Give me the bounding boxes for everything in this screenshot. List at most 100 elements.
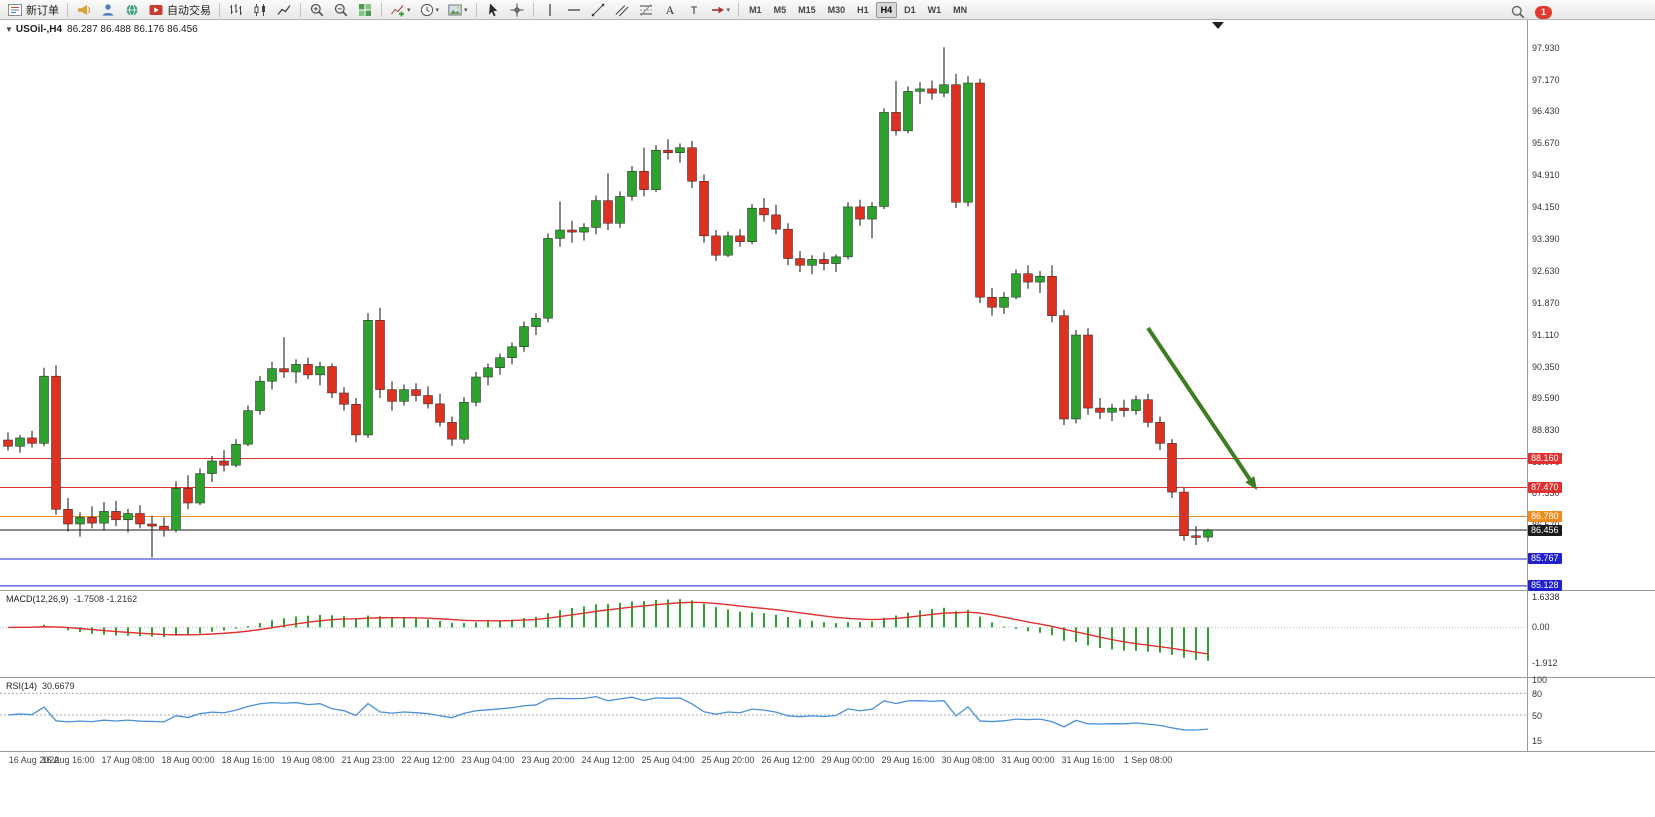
timeframe-w1-button[interactable]: W1 bbox=[927, 4, 942, 15]
periods-button[interactable]: ▾ bbox=[416, 0, 443, 20]
price-axis-label: 91.870 bbox=[1532, 297, 1560, 308]
auto-trading-button[interactable]: 自动交易 bbox=[145, 0, 214, 20]
symbol-period-label: USOil-,H4 bbox=[15, 24, 63, 35]
time-axis-label: 25 Aug 04:00 bbox=[641, 755, 695, 765]
profile-button[interactable] bbox=[97, 0, 119, 20]
candle-body bbox=[1143, 399, 1153, 423]
new-order-button[interactable]: 新订单 bbox=[4, 0, 62, 20]
price-axis-label: 87.330 bbox=[1532, 488, 1560, 499]
candle-body bbox=[135, 513, 145, 525]
candle-body bbox=[579, 227, 589, 233]
chart-title: ▼ USOil-,H4 86.287 86.488 86.176 86.456 bbox=[5, 24, 198, 35]
line-chart-button[interactable] bbox=[273, 0, 295, 20]
candle-body bbox=[1179, 491, 1189, 537]
rsi-axis-label: 50 bbox=[1532, 711, 1543, 721]
search-button[interactable] bbox=[1507, 2, 1529, 22]
timeframe-h1-button[interactable]: H1 bbox=[857, 4, 869, 15]
globe-icon bbox=[124, 2, 140, 18]
candle-body bbox=[195, 473, 205, 504]
candle-body bbox=[1095, 407, 1105, 413]
candle-body bbox=[747, 207, 757, 243]
templates-button[interactable]: ▾ bbox=[444, 0, 471, 20]
timeframe-m5-button[interactable]: M5 bbox=[773, 4, 787, 15]
trendline-button[interactable] bbox=[587, 0, 609, 20]
line-chart-icon bbox=[276, 2, 292, 18]
candle-body bbox=[315, 366, 325, 376]
indicators-button[interactable]: ▾ bbox=[387, 0, 414, 20]
candle-body bbox=[267, 368, 277, 382]
zoom-in-button[interactable] bbox=[306, 0, 328, 20]
time-axis-label: 26 Aug 12:00 bbox=[761, 755, 815, 765]
candle-body bbox=[87, 517, 97, 524]
timeframe-m1-button[interactable]: M1 bbox=[749, 4, 762, 15]
timeframe-m15-button[interactable]: M15 bbox=[798, 4, 816, 15]
candle-body bbox=[687, 147, 697, 182]
cursor-icon bbox=[485, 2, 501, 18]
candle-body bbox=[639, 170, 649, 190]
candle-body bbox=[459, 401, 469, 440]
macd-signal-line bbox=[7, 601, 1209, 655]
candle-body bbox=[1083, 334, 1093, 409]
timeframe-mn-button[interactable]: MN bbox=[953, 4, 968, 15]
time-axis-label: 25 Aug 20:00 bbox=[701, 755, 755, 765]
trend-arrow-annotation[interactable] bbox=[1146, 326, 1252, 481]
candle-body bbox=[1155, 422, 1165, 444]
time-axis-label: 31 Aug 00:00 bbox=[1001, 755, 1055, 765]
timeframe-d1-button[interactable]: D1 bbox=[904, 4, 916, 15]
community-button[interactable] bbox=[121, 0, 143, 20]
candle-body bbox=[999, 296, 1009, 308]
market-watch-button[interactable] bbox=[73, 0, 95, 20]
candle-body bbox=[447, 422, 457, 440]
macd-name: MACD(12,26,9) bbox=[6, 594, 69, 604]
person-icon bbox=[100, 2, 116, 18]
candle-body bbox=[759, 207, 769, 216]
candle-body bbox=[219, 460, 229, 466]
arrows-button[interactable]: ▾ bbox=[707, 0, 734, 20]
candle-body bbox=[807, 259, 817, 266]
bar-chart-button[interactable] bbox=[225, 0, 247, 20]
equidistant-channel-button[interactable] bbox=[611, 0, 633, 20]
cursor-button[interactable] bbox=[482, 0, 504, 20]
tile-windows-button[interactable] bbox=[354, 0, 376, 20]
rsi-axis-label: 100 bbox=[1532, 675, 1548, 685]
label-button[interactable]: T bbox=[683, 0, 705, 20]
price-tag: 86.456 bbox=[1528, 524, 1562, 536]
candle-body bbox=[963, 82, 973, 203]
text-button[interactable]: A bbox=[659, 0, 681, 20]
timeframe-h4-button[interactable]: H4 bbox=[875, 1, 898, 18]
toolbar-separator bbox=[219, 2, 220, 17]
chart-collapse-icon[interactable]: ▼ bbox=[5, 25, 13, 34]
price-axis-label: 94.910 bbox=[1532, 169, 1560, 180]
vertical-line-button[interactable] bbox=[539, 0, 561, 20]
candle-body bbox=[903, 91, 913, 132]
price-tag: 86.780 bbox=[1528, 510, 1562, 522]
zoom-out-button[interactable] bbox=[330, 0, 352, 20]
candle-body bbox=[783, 228, 793, 259]
candle-body bbox=[1047, 275, 1057, 316]
candle-body bbox=[543, 238, 553, 319]
dropdown-caret-icon: ▾ bbox=[726, 6, 731, 14]
candle-body bbox=[495, 357, 505, 369]
horizontal-line-button[interactable] bbox=[563, 0, 585, 20]
candle-body bbox=[843, 206, 853, 258]
fibonacci-button[interactable] bbox=[635, 0, 657, 20]
candle-body bbox=[147, 523, 157, 527]
timeframe-m30-button[interactable]: M30 bbox=[827, 4, 846, 15]
candle-body bbox=[351, 404, 361, 436]
price-axis-label: 97.930 bbox=[1532, 43, 1560, 54]
template-icon bbox=[447, 2, 463, 18]
price-tag: 85.128 bbox=[1528, 580, 1562, 592]
svg-text:T: T bbox=[690, 5, 697, 17]
candle-body bbox=[1131, 399, 1141, 411]
notification-badge[interactable]: 1 bbox=[1535, 5, 1552, 19]
clock-icon bbox=[419, 2, 435, 18]
toolbar-separator bbox=[738, 2, 740, 17]
crosshair-button[interactable] bbox=[506, 0, 528, 20]
price-tag: 85.767 bbox=[1528, 553, 1562, 565]
rsi-value: 30.6679 bbox=[42, 681, 75, 691]
macd-indicator-label: MACD(12,26,9) -1.7508 -1.2162 bbox=[6, 594, 137, 604]
candle-body bbox=[531, 317, 541, 327]
price-axis-label: 88.830 bbox=[1532, 425, 1560, 436]
candlestick-chart-button[interactable] bbox=[249, 0, 271, 20]
